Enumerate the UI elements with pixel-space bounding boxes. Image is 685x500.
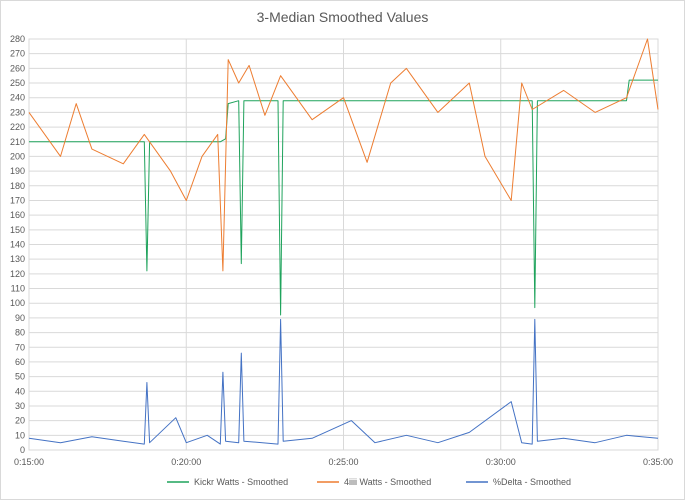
x-tick-label: 0:35:00: [643, 457, 673, 467]
legend-label-2: 4iiii Watts - Smoothed: [344, 477, 431, 487]
y-tick-label: 50: [15, 372, 25, 382]
y-tick-label: 10: [15, 430, 25, 440]
series-line-3: [28, 318, 659, 445]
chart-title: 3-Median Smoothed Values: [256, 9, 429, 25]
y-tick-label: 260: [10, 63, 25, 73]
y-tick-label: 230: [10, 107, 25, 117]
y-tick-label: 190: [10, 166, 25, 176]
legend-label-3: %Delta - Smoothed: [493, 477, 571, 487]
y-tick-label: 30: [15, 401, 25, 411]
plot-area: [28, 38, 659, 451]
y-tick-label: 20: [15, 416, 25, 426]
y-tick-label: 160: [10, 210, 25, 220]
y-tick-label: 150: [10, 225, 25, 235]
y-tick-label: 110: [11, 284, 25, 294]
y-tick-label: 70: [15, 342, 25, 352]
y-tick-label: 280: [10, 34, 25, 44]
y-tick-label: 210: [10, 137, 25, 147]
y-tick-label: 40: [15, 386, 25, 396]
y-tick-label: 220: [10, 122, 25, 132]
y-tick-label: 140: [10, 240, 25, 250]
y-tick-label: 180: [10, 181, 25, 191]
y-tick-label: 270: [10, 49, 25, 59]
y-tick-label: 60: [15, 357, 25, 367]
y-tick-label: 0: [20, 445, 25, 455]
x-tick-label: 0:30:00: [486, 457, 516, 467]
y-tick-label: 80: [15, 328, 25, 338]
x-tick-label: 0:15:00: [14, 457, 44, 467]
y-tick-label: 250: [10, 78, 25, 88]
y-tick-label: 170: [10, 195, 25, 205]
y-tick-label: 240: [10, 93, 25, 103]
x-tick-label: 0:20:00: [171, 457, 201, 467]
x-tick-label: 0:25:00: [328, 457, 358, 467]
legend-label-1: Kickr Watts - Smoothed: [194, 477, 288, 487]
y-tick-label: 130: [10, 254, 25, 264]
y-tick-label: 100: [10, 298, 25, 308]
series-line-2: [28, 38, 659, 272]
y-tick-label: 90: [15, 313, 25, 323]
y-tick-label: 200: [10, 151, 25, 161]
y-tick-label: 120: [10, 269, 25, 279]
